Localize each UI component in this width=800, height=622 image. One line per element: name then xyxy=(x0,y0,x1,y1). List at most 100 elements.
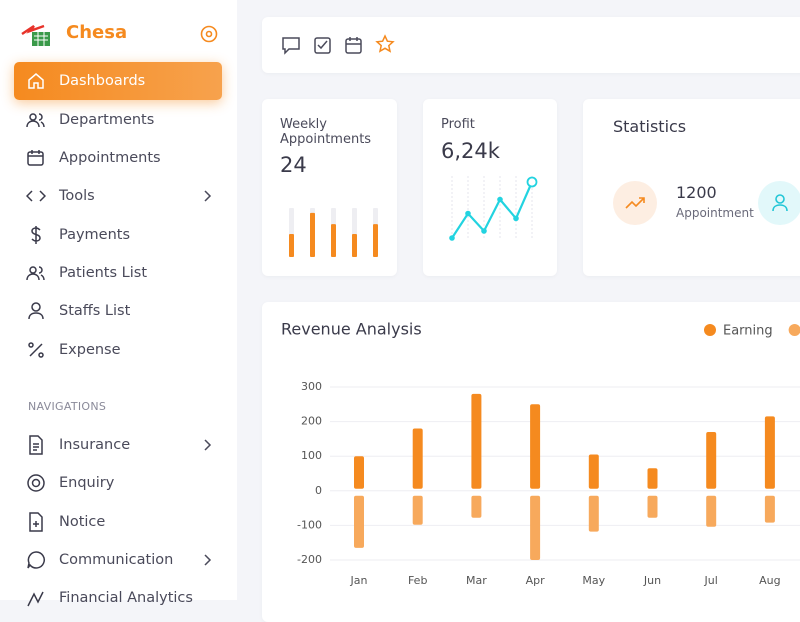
x-tick-label: Aug xyxy=(759,574,780,587)
menu-icon xyxy=(28,342,44,358)
profit-card: Profit 6,24k xyxy=(423,99,557,276)
stat-value: 1200 xyxy=(676,183,717,202)
revenue-chart: Revenue Analysis 300 200 100 0 -100 -200 Earni… xyxy=(281,320,800,587)
menu-label: Insurance xyxy=(59,437,131,453)
menu-label: Payments xyxy=(59,227,131,243)
mini-bar-chart xyxy=(289,208,378,257)
menu-icon xyxy=(28,302,44,320)
menu-icon xyxy=(26,266,45,281)
x-tick-label: Feb xyxy=(408,574,427,587)
x-tick-label: Jul xyxy=(704,574,718,587)
menu-item[interactable]: Financial Analytics xyxy=(14,579,222,617)
x-tick-label: Mar xyxy=(466,574,487,587)
menu-item[interactable]: Dashboards xyxy=(14,62,222,100)
profit-point xyxy=(497,196,503,203)
profit-line xyxy=(451,181,534,239)
profit-point xyxy=(481,228,487,234)
bar xyxy=(588,454,599,489)
menu-icon xyxy=(26,113,45,128)
y-tick-label: -200 xyxy=(297,553,322,566)
toolbar xyxy=(262,17,800,73)
bar xyxy=(354,495,364,548)
menu-label: Departments xyxy=(59,112,155,128)
menu-icon xyxy=(27,551,45,569)
y-tick-label: 300 xyxy=(301,380,322,393)
menu-icon xyxy=(31,226,41,244)
menu-label: Patients List xyxy=(59,265,147,281)
bar xyxy=(354,456,364,489)
menu-icon xyxy=(27,150,44,166)
menu-item[interactable]: Insurance xyxy=(14,426,222,464)
menu-label: Expense xyxy=(59,342,121,358)
chart-title: Revenue Analysis xyxy=(281,320,422,339)
task-icon[interactable] xyxy=(314,37,331,54)
menu-label: Tools xyxy=(59,188,95,204)
menu-icon xyxy=(29,512,43,532)
menu-icon xyxy=(27,474,45,492)
legend-marker xyxy=(788,324,800,336)
bar xyxy=(412,495,423,525)
menu-label: Financial Analytics xyxy=(59,590,193,606)
menu-item[interactable]: Enquiry xyxy=(14,464,222,502)
calendar-icon[interactable] xyxy=(345,37,362,54)
menu-item[interactable]: Communication xyxy=(14,541,222,579)
profit-point xyxy=(465,210,471,217)
menu-item[interactable]: Payments xyxy=(14,216,222,254)
toolbar-icons xyxy=(282,34,395,55)
y-tick-label: -100 xyxy=(297,518,322,531)
brand: Chesa xyxy=(66,22,128,43)
stat-label: Appointment xyxy=(676,206,754,220)
chevron xyxy=(204,439,212,451)
menu-icon xyxy=(27,591,44,607)
x-tick-label: Apr xyxy=(526,574,546,587)
bar xyxy=(647,495,658,518)
user-icon xyxy=(758,181,800,225)
x-tick-label: Jun xyxy=(643,574,661,587)
menu-item[interactable]: Notice xyxy=(14,503,222,541)
bar xyxy=(706,431,717,489)
star-icon[interactable] xyxy=(375,34,395,53)
card-title: Weekly Appointments xyxy=(280,117,372,147)
profit-point xyxy=(526,176,538,188)
menu-label: Dashboards xyxy=(59,73,146,89)
card-title: Statistics xyxy=(613,117,687,136)
bar xyxy=(764,416,775,489)
bar xyxy=(706,495,717,527)
menu-item[interactable]: Tools xyxy=(14,177,222,215)
card-title: Profit xyxy=(441,117,475,132)
menu-item[interactable]: Departments xyxy=(14,101,222,139)
y-tick-label: 0 xyxy=(315,484,322,497)
menu-label: Staffs List xyxy=(59,303,131,319)
statistics-card: Statistics 1200 Appointment xyxy=(583,99,800,276)
weekly-card: Weekly Appointments 24 xyxy=(262,99,397,276)
bar xyxy=(530,495,541,560)
chevron xyxy=(204,190,212,202)
bar xyxy=(530,404,541,489)
chat-icon[interactable] xyxy=(282,37,300,55)
menu-item[interactable]: Patients List xyxy=(14,254,222,292)
menu-icon xyxy=(26,190,46,202)
sparkline xyxy=(449,176,538,241)
card-value: 6,24k xyxy=(441,139,500,163)
legend-label: Earning xyxy=(723,324,773,339)
bar xyxy=(647,468,658,489)
menu-label: Appointments xyxy=(59,150,161,166)
x-tick-label: May xyxy=(582,574,605,587)
menu-icon xyxy=(29,435,43,455)
bar xyxy=(588,495,599,532)
chevron xyxy=(204,554,212,566)
menu-item[interactable]: Appointments xyxy=(14,139,222,177)
card-value: 24 xyxy=(280,153,307,177)
menu-icon xyxy=(28,73,44,89)
y-tick-label: 200 xyxy=(301,415,322,428)
settings-icon[interactable] xyxy=(199,24,219,44)
trend-icon xyxy=(613,181,657,225)
profit-point xyxy=(513,215,519,222)
bar xyxy=(289,233,294,257)
menu-item[interactable]: Expense xyxy=(14,331,222,369)
menu-item[interactable]: Staffs List xyxy=(14,292,222,330)
bar xyxy=(331,224,336,257)
bar xyxy=(471,393,482,489)
bar xyxy=(352,233,357,257)
logo xyxy=(21,24,50,46)
